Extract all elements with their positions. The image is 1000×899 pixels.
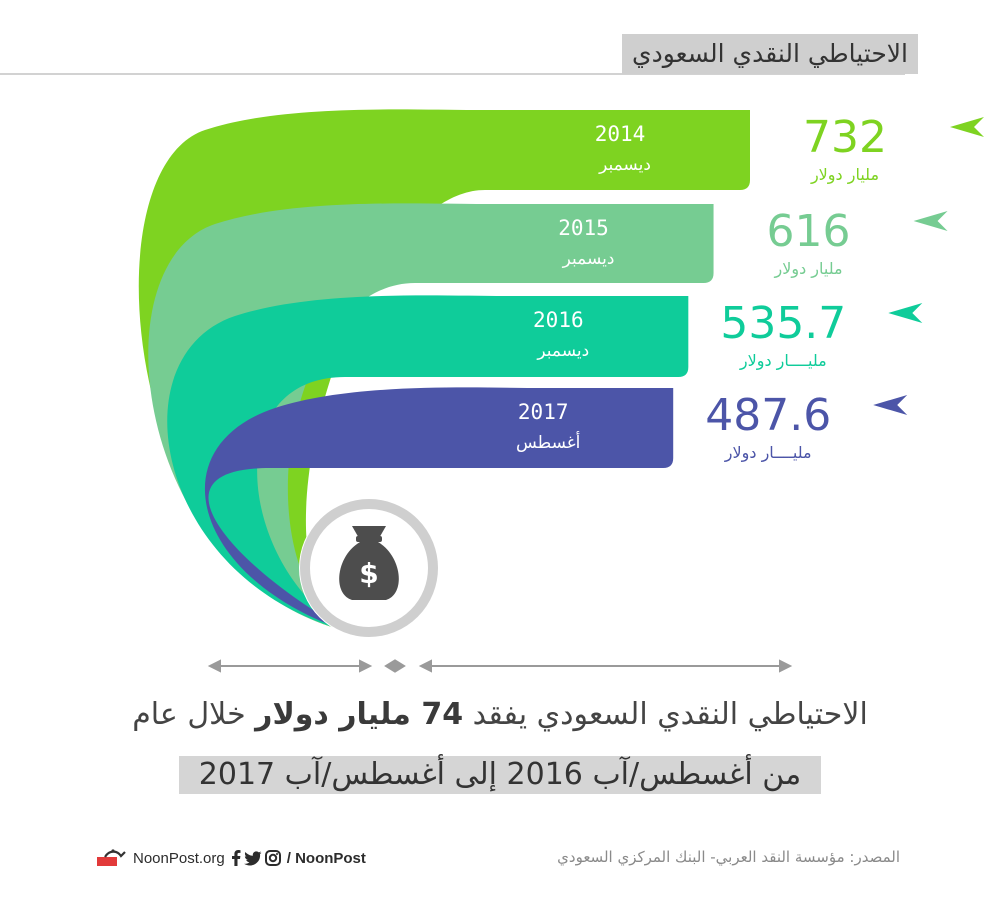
bar-year-label: 2014 bbox=[595, 122, 646, 146]
social-handle[interactable]: / NoonPost bbox=[286, 849, 366, 867]
brand-footer: NoonPost.org / NoonPost bbox=[95, 846, 366, 870]
value-label: 616 bbox=[767, 206, 851, 257]
headline-bold: 74 مليار دولار bbox=[255, 697, 464, 732]
unit-label: مليار دولار bbox=[774, 259, 843, 279]
unit-label: مليار دولار bbox=[810, 165, 879, 185]
pointer-arrow-icon bbox=[888, 303, 923, 323]
bar-month-label: ديسمبر bbox=[598, 155, 651, 175]
bar-year-label: 2016 bbox=[533, 308, 584, 332]
bar-2017 bbox=[204, 387, 674, 632]
unit-label: مليــــار دولار bbox=[724, 443, 812, 463]
bar-month-label: ديسمبر bbox=[536, 341, 589, 361]
bar-year-label: 2015 bbox=[558, 216, 609, 240]
facebook-icon[interactable] bbox=[231, 850, 241, 866]
unit-label: مليــــار دولار bbox=[739, 351, 827, 371]
pointer-arrow-icon bbox=[950, 117, 984, 137]
value-label: 487.6 bbox=[705, 390, 831, 441]
value-label: 535.7 bbox=[720, 298, 846, 349]
value-label: 732 bbox=[803, 112, 887, 163]
pointer-arrow-icon bbox=[873, 395, 908, 415]
twitter-icon[interactable] bbox=[243, 850, 262, 866]
page-title: الاحتياطي النقدي السعودي bbox=[622, 34, 918, 74]
social-icons bbox=[231, 850, 281, 866]
source-note: المصدر: مؤسسة النقد العربي- البنك المركز… bbox=[557, 848, 900, 866]
bar-2016 bbox=[167, 295, 689, 632]
money-bag-icon: $ bbox=[299, 498, 439, 638]
noonpost-logo-icon bbox=[97, 849, 126, 866]
bar-month-label: ديسمبر bbox=[562, 249, 615, 269]
svg-text:$: $ bbox=[359, 557, 378, 590]
pointer-arrow-icon bbox=[913, 211, 948, 231]
timeline-arrows bbox=[207, 659, 793, 673]
site-url[interactable]: NoonPost.org bbox=[133, 849, 225, 867]
headline: الاحتياطي النقدي السعودي يفقد 74 مليار د… bbox=[0, 697, 1000, 732]
header-rule bbox=[0, 73, 905, 75]
instagram-icon[interactable] bbox=[264, 850, 281, 866]
headline-start: الاحتياطي النقدي السعودي يفقد bbox=[472, 697, 868, 732]
bar-year-label: 2017 bbox=[518, 400, 569, 424]
headline-end: خلال عام bbox=[132, 697, 246, 732]
bar-month-label: أغسطس bbox=[516, 431, 580, 453]
headline-period: من أغسطس/آب 2016 إلى أغسطس/آب 2017 bbox=[179, 756, 821, 794]
